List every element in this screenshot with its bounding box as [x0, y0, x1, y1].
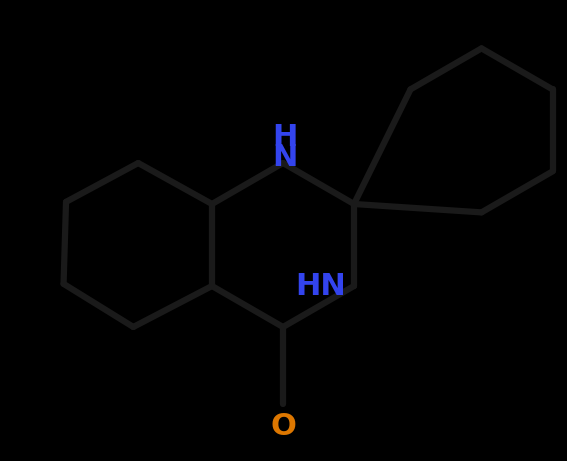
Text: N: N [272, 142, 298, 171]
Text: H: H [272, 123, 298, 152]
Text: O: O [270, 412, 296, 441]
Text: HN: HN [295, 272, 346, 301]
